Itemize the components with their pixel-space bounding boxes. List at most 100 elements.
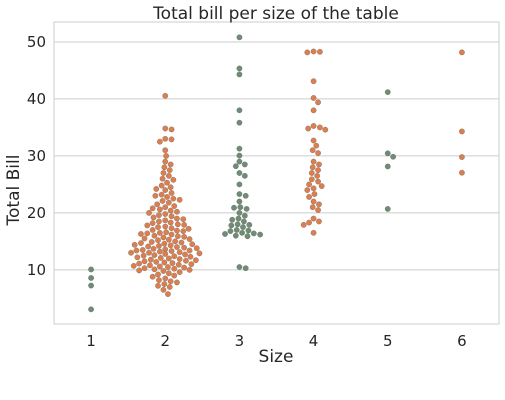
data-point [310,158,317,165]
data-point [152,192,159,199]
data-point [237,204,244,211]
data-point [141,235,148,242]
data-point [315,178,321,185]
data-point [246,222,253,228]
data-point [232,232,239,239]
data-point [244,233,251,240]
data-point [88,282,94,289]
data-point [144,222,151,229]
data-point [157,206,163,213]
data-point [309,164,316,171]
data-point [174,244,180,250]
x-tick-label: 3 [235,332,245,350]
data-point [156,218,162,225]
data-point [156,243,162,249]
data-point [311,191,318,197]
data-point [171,203,178,209]
data-point [174,208,180,215]
data-point [167,278,174,285]
data-point [151,252,158,258]
data-point [181,264,187,271]
x-tick-label: 1 [86,332,96,350]
data-point [158,191,165,198]
data-point [459,154,465,160]
data-point [170,195,177,202]
x-tick-labels: 1 2 3 4 5 6 [86,332,466,350]
data-point [236,34,243,41]
data-point [168,126,175,133]
data-point [181,222,187,228]
data-point [181,244,187,251]
data-point [314,173,321,179]
data-point [166,236,172,243]
data-point [88,275,94,281]
data-point [232,163,239,169]
data-point [241,161,248,168]
data-point [175,233,181,240]
data-point [189,241,196,248]
data-point [169,260,176,266]
data-point [168,190,175,196]
data-point [157,255,164,261]
x-tick-label: 2 [160,332,170,350]
data-point [149,273,156,280]
data-point [186,236,193,242]
data-point [235,215,242,222]
y-axis-label: Total Bill [4,155,24,227]
data-point [148,239,155,245]
data-point [157,138,163,145]
data-point [182,251,188,258]
data-point [165,264,171,270]
data-point [171,272,178,279]
data-point [144,230,151,237]
data-point [155,282,161,289]
data-point [236,71,243,78]
data-point [188,261,195,267]
data-point [150,245,157,252]
data-point [170,177,177,183]
data-point [159,175,166,182]
data-point [236,191,243,197]
y-tick-labels: 10 20 30 40 50 [27,33,46,279]
data-point [187,253,194,260]
data-point [308,176,315,183]
data-point [155,237,161,244]
data-point [131,241,138,248]
data-point [222,231,228,237]
data-point [234,221,241,228]
data-point [161,259,168,266]
data-point [186,247,193,254]
data-point [156,212,162,218]
data-point [168,231,175,238]
data-point [310,107,317,114]
data-point [166,255,172,262]
data-point [130,263,137,269]
data-point [384,163,391,170]
data-point [153,259,160,265]
data-point [236,152,243,159]
data-point [167,184,174,191]
data-point [236,158,243,165]
data-point [308,170,315,176]
data-point [160,268,167,274]
data-point [241,218,247,225]
data-point [240,224,246,230]
data-point [304,49,311,56]
y-tick-label: 10 [27,261,46,279]
data-point [157,230,163,236]
data-point [175,221,181,228]
data-point [306,181,312,188]
data-point [174,227,180,234]
data-point [193,245,200,252]
data-point [305,125,312,132]
chart-title: Total bill per size of the table [152,4,399,24]
data-point [158,182,165,189]
data-point [196,250,203,257]
data-point [316,218,322,225]
data-point [88,266,94,273]
data-point [174,215,180,222]
data-point [141,265,148,271]
data-point [151,266,158,273]
data-point [313,142,320,149]
data-point [242,265,249,271]
